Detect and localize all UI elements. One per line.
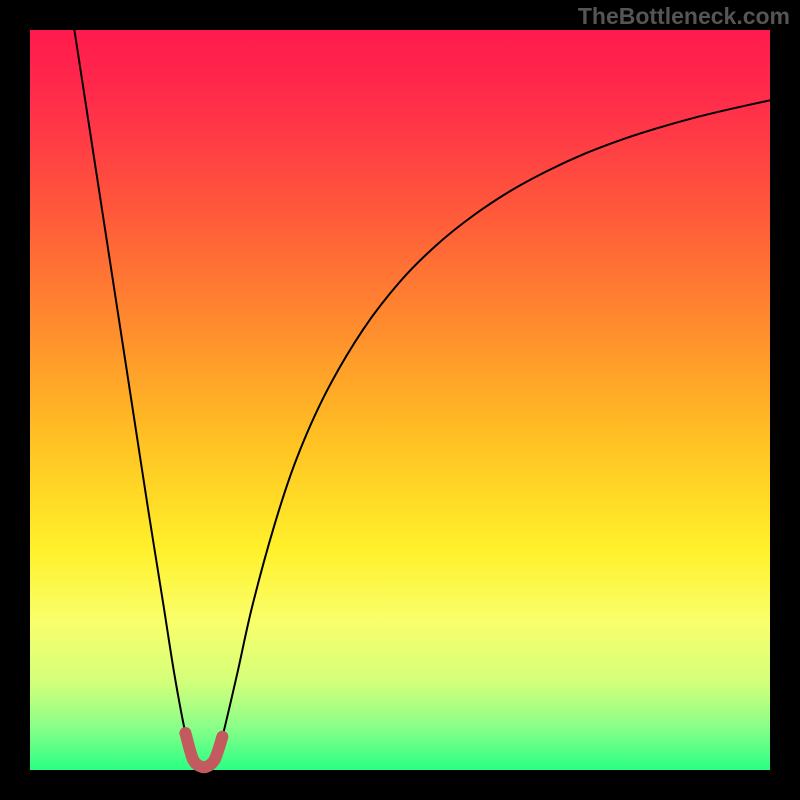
watermark-label: TheBottleneck.com: [578, 3, 790, 30]
plot-background: [30, 30, 770, 770]
bottleneck-chart: [0, 0, 800, 800]
chart-container: TheBottleneck.com: [0, 0, 800, 800]
